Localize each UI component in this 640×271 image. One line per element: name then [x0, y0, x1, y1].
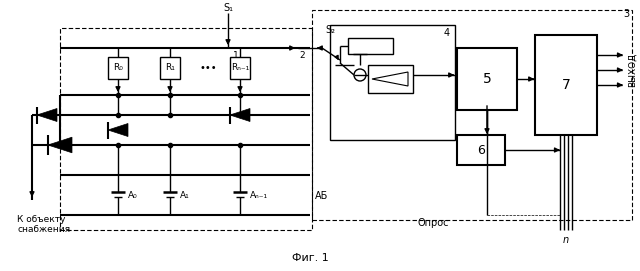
Text: •••: ••• [199, 63, 217, 73]
Bar [108, 57, 128, 79]
Text: Опрос: Опрос [418, 218, 449, 228]
Text: АБ: АБ [315, 191, 328, 201]
Text: К объекту
снабжения: К объекту снабжения [17, 215, 70, 234]
Text: 2: 2 [299, 50, 305, 60]
Bar [457, 48, 517, 110]
Bar [457, 135, 505, 165]
Bar [230, 57, 250, 79]
Text: 4: 4 [444, 28, 450, 38]
Polygon shape [48, 137, 72, 153]
Polygon shape [230, 108, 250, 121]
Text: R₁: R₁ [165, 63, 175, 73]
Text: n: n [563, 235, 569, 245]
Text: 3: 3 [623, 9, 629, 19]
Bar [348, 38, 393, 54]
Bar [535, 35, 597, 135]
Text: Фиг. 1: Фиг. 1 [292, 253, 328, 263]
Text: S₁: S₁ [223, 3, 233, 13]
Bar [368, 65, 413, 93]
Text: 1: 1 [233, 50, 239, 60]
Bar [312, 10, 632, 220]
Bar [60, 28, 312, 230]
Text: 5: 5 [483, 72, 492, 86]
Polygon shape [37, 108, 57, 121]
Text: Aₙ₋₁: Aₙ₋₁ [250, 192, 268, 201]
Text: Rₙ₋₁: Rₙ₋₁ [231, 63, 249, 73]
Bar [330, 25, 455, 140]
Text: A₀: A₀ [128, 192, 138, 201]
Text: 6: 6 [477, 144, 485, 156]
Polygon shape [108, 124, 128, 137]
Text: R₀: R₀ [113, 63, 123, 73]
Text: A₁: A₁ [180, 192, 189, 201]
Text: ВЫХОД: ВЫХОД [627, 53, 637, 87]
Bar [160, 57, 180, 79]
Text: S₂: S₂ [325, 25, 335, 35]
Text: 7: 7 [562, 78, 570, 92]
